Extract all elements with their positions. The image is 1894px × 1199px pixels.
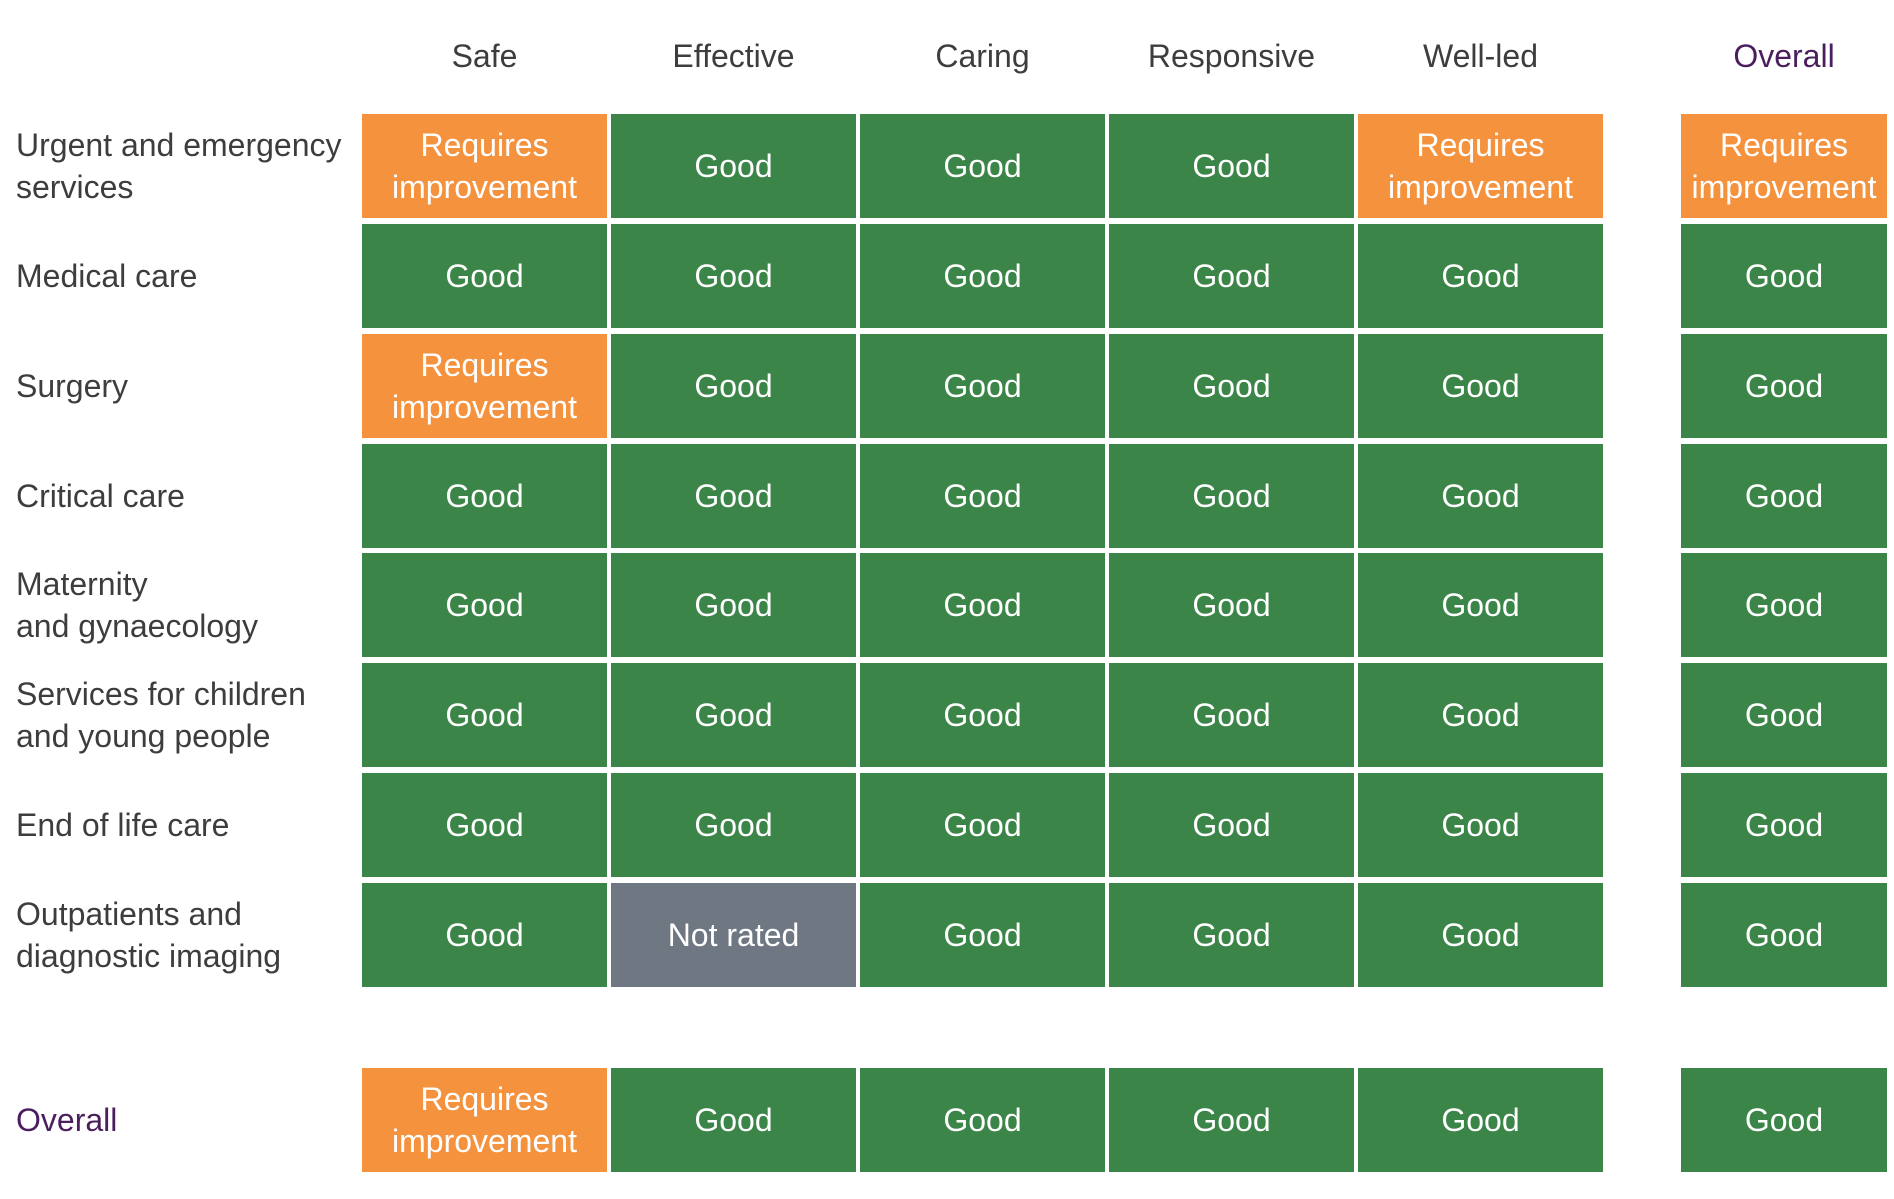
rating-cell-surgery-safe: Requires improvement [362,334,607,438]
rating-cell-medical-care-effective: Good [611,224,856,328]
rating-cell-end-of-life-care-safe: Good [362,773,607,877]
rating-cell-overall-overall: Good [1681,1068,1887,1172]
column-header-caring: Caring [935,37,1030,74]
rating-cell-overall-responsive: Good [1109,1068,1354,1172]
rating-cell-surgery-well-led: Good [1358,334,1603,438]
rating-cell-services-for-children-and-young-people-responsive: Good [1109,663,1354,767]
rating-cell-maternity-and-gynaecology-overall: Good [1681,553,1887,657]
rating-cell-maternity-and-gynaecology-effective: Good [611,553,856,657]
row-label-end-of-life-care: End of life care [16,807,230,843]
rating-cell-surgery-responsive: Good [1109,334,1354,438]
rating-cell-surgery-effective: Good [611,334,856,438]
rating-cell-critical-care-safe: Good [362,444,607,548]
rating-cell-outpatients-and-diagnostic-imaging-overall: Good [1681,883,1887,987]
rating-cell-outpatients-and-diagnostic-imaging-caring: Good [860,883,1105,987]
rating-cell-services-for-children-and-young-people-caring: Good [860,663,1105,767]
column-header-responsive: Responsive [1147,37,1316,74]
rating-cell-end-of-life-care-caring: Good [860,773,1105,877]
rating-cell-overall-safe: Requires improvement [362,1068,607,1172]
rating-cell-overall-effective: Good [611,1068,856,1172]
rating-cell-services-for-children-and-young-people-effective: Good [611,663,856,767]
rating-cell-end-of-life-care-well-led: Good [1358,773,1603,877]
rating-cell-medical-care-overall: Good [1681,224,1887,328]
rating-cell-critical-care-well-led: Good [1358,444,1603,548]
rating-cell-services-for-children-and-young-people-overall: Good [1681,663,1887,767]
rating-cell-urgent-and-emergency-services-responsive: Good [1109,114,1354,218]
rating-cell-end-of-life-care-effective: Good [611,773,856,877]
column-header-overall: Overall [1733,37,1835,74]
rating-cell-urgent-and-emergency-services-caring: Good [860,114,1105,218]
rating-cell-services-for-children-and-young-people-safe: Good [362,663,607,767]
rating-cell-urgent-and-emergency-services-overall: Requires improvement [1681,114,1887,218]
row-label-urgent-and-emergency-services: Urgent and emergency services [16,127,342,205]
rating-cell-medical-care-well-led: Good [1358,224,1603,328]
rating-cell-medical-care-caring: Good [860,224,1105,328]
rating-cell-urgent-and-emergency-services-effective: Good [611,114,856,218]
rating-cell-medical-care-safe: Good [362,224,607,328]
rating-cell-end-of-life-care-overall: Good [1681,773,1887,877]
rating-cell-maternity-and-gynaecology-caring: Good [860,553,1105,657]
column-header-well-led: Well-led [1423,37,1538,74]
row-label-surgery: Surgery [16,368,129,404]
rating-cell-critical-care-caring: Good [860,444,1105,548]
rating-cell-surgery-caring: Good [860,334,1105,438]
rating-cell-medical-care-responsive: Good [1109,224,1354,328]
rating-cell-critical-care-responsive: Good [1109,444,1354,548]
rating-cell-urgent-and-emergency-services-safe: Requires improvement [362,114,607,218]
rating-cell-overall-caring: Good [860,1068,1105,1172]
row-label-services-for-children-and-young-people: Services for children and young people [16,676,306,754]
rating-cell-maternity-and-gynaecology-safe: Good [362,553,607,657]
row-label-outpatients-and-diagnostic-imaging: Outpatients and diagnostic imaging [16,896,282,974]
rating-cell-maternity-and-gynaecology-responsive: Good [1109,553,1354,657]
row-label-overall: Overall [16,1102,118,1138]
rating-cell-outpatients-and-diagnostic-imaging-safe: Good [362,883,607,987]
rating-cell-urgent-and-emergency-services-well-led: Requires improvement [1358,114,1603,218]
rating-cell-surgery-overall: Good [1681,334,1887,438]
rating-cell-maternity-and-gynaecology-well-led: Good [1358,553,1603,657]
rating-cell-outpatients-and-diagnostic-imaging-responsive: Good [1109,883,1354,987]
rating-cell-critical-care-overall: Good [1681,444,1887,548]
row-label-medical-care: Medical care [16,258,198,294]
row-label-critical-care: Critical care [16,478,185,514]
row-label-maternity-and-gynaecology: Maternity and gynaecology [16,566,258,644]
rating-cell-outpatients-and-diagnostic-imaging-well-led: Good [1358,883,1603,987]
rating-cell-end-of-life-care-responsive: Good [1109,773,1354,877]
column-header-effective: Effective [672,37,795,74]
rating-cell-outpatients-and-diagnostic-imaging-effective: Not rated [611,883,856,987]
rating-cell-overall-well-led: Good [1358,1068,1603,1172]
column-header-safe: Safe [451,37,518,74]
rating-cell-services-for-children-and-young-people-well-led: Good [1358,663,1603,767]
rating-cell-critical-care-effective: Good [611,444,856,548]
